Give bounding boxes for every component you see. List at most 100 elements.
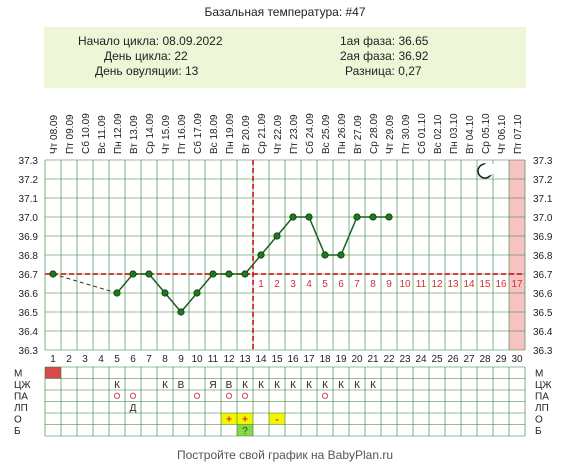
date-label: Чт 22.09 [273, 115, 284, 154]
info-cycle-start: Начало цикла: 08.09.2022 [78, 34, 223, 48]
temperature-segment [276, 216, 294, 237]
intercourse-mark [225, 392, 233, 399]
row-cell-text: Д [130, 403, 137, 414]
row-label-right: М [535, 369, 543, 380]
row-cell-text: К [274, 380, 280, 391]
footer-link[interactable]: Постройте свой график на BabyPlan.ru [177, 448, 393, 462]
temperature-point [273, 232, 281, 240]
row-cell-text: К [162, 380, 168, 391]
y-tick-label-left: 36.5 [19, 308, 39, 319]
day-number: 7 [146, 354, 152, 365]
date-label: Пт 30.09 [401, 114, 412, 154]
temperature-point [209, 270, 217, 278]
luteal-day-label: 7 [354, 279, 360, 290]
date-label: Ср 14.09 [145, 113, 156, 154]
day-number: 26 [447, 354, 459, 365]
row-label-left: Б [14, 426, 21, 437]
temperature-point [305, 213, 313, 221]
temperature-segment [164, 292, 182, 313]
y-tick-label-left: 37.0 [19, 213, 39, 224]
temperature-point [193, 289, 201, 297]
row-cell-text: К [322, 380, 328, 391]
day-number: 18 [319, 354, 331, 365]
temperature-segment [340, 216, 358, 256]
date-label: Пн 19.09 [225, 113, 236, 154]
luteal-day-label: 11 [416, 279, 427, 290]
day-number: 1 [50, 354, 56, 365]
temperature-point [353, 213, 361, 221]
day-number: 10 [191, 354, 203, 365]
y-tick-label-right: 36.6 [533, 289, 553, 300]
test-cell [221, 413, 237, 425]
info-cycle-day: День цикла: 22 [104, 49, 188, 63]
info-left: Начало цикла: 08.09.2022 День цикла: 22 … [78, 34, 223, 78]
temperature-point [385, 213, 393, 221]
temperature-point [257, 251, 265, 259]
date-label: Пн 12.09 [113, 113, 124, 154]
test-cell [269, 413, 285, 425]
row-cell-text: Я [209, 380, 216, 391]
luteal-day-label: 16 [495, 279, 507, 290]
row-label-right: Б [535, 426, 542, 437]
temperature-segment [244, 254, 262, 275]
day-number: 12 [223, 354, 235, 365]
temperature-segment [180, 292, 198, 313]
day-number: 24 [415, 354, 427, 365]
row-cell-text: К [354, 380, 360, 391]
row-cell-text: К [258, 380, 264, 391]
date-label: Чт 29.09 [385, 115, 396, 154]
date-label: Ср 05.10 [481, 113, 492, 154]
y-tick-label-left: 37.2 [19, 175, 39, 186]
day-number: 30 [511, 354, 523, 365]
intercourse-mark [321, 392, 329, 399]
y-tick-label-right: 37.3 [533, 156, 553, 167]
intercourse-mark [241, 392, 249, 399]
row-label-right: ПА [535, 392, 549, 403]
day-number: 6 [130, 354, 136, 365]
luteal-day-label: 10 [399, 279, 411, 290]
date-label: Чт 08.09 [49, 115, 60, 154]
temperature-point [289, 213, 297, 221]
test-mark: + [242, 415, 248, 426]
y-tick-label-right: 36.3 [533, 346, 553, 357]
date-label: Пт 16.09 [177, 114, 188, 154]
date-label: Сб 10.09 [80, 113, 92, 154]
date-label: Вс 25.09 [321, 114, 332, 154]
date-label: Чт 06.10 [497, 115, 508, 154]
y-tick-label-left: 37.1 [19, 194, 39, 205]
temperature-point [337, 251, 345, 259]
date-label: Сб 01.10 [416, 113, 428, 154]
luteal-day-label: 12 [431, 279, 443, 290]
date-label: Сб 24.09 [304, 113, 316, 154]
luteal-day-label: 1 [258, 279, 264, 290]
date-label: Ср 28.09 [369, 113, 380, 154]
day-number: 27 [463, 354, 475, 365]
luteal-day-label: 13 [447, 279, 459, 290]
row-cell-text: К [114, 380, 120, 391]
temperature-gap-segment [52, 273, 118, 294]
y-tick-label-right: 36.8 [533, 251, 553, 262]
temperature-point [177, 308, 185, 316]
info-phase2: 2ая фаза: 36.92 [340, 49, 429, 63]
menstruation-cell [45, 367, 61, 379]
y-tick-label-left: 36.9 [19, 232, 39, 243]
y-tick-label-left: 36.8 [19, 251, 39, 262]
day-number: 19 [335, 354, 347, 365]
y-tick-label-left: 37.3 [19, 156, 39, 167]
day-number: 15 [271, 354, 283, 365]
y-tick-label-left: 36.6 [19, 289, 39, 300]
temperature-point [113, 289, 121, 297]
temperature-point [145, 270, 153, 278]
date-label: Пн 03.10 [449, 113, 460, 154]
temperature-segment [148, 273, 166, 294]
y-tick-label-left: 36.3 [19, 346, 39, 357]
row-label-left: ЦЖ [14, 380, 31, 391]
date-label: Вт 04.10 [465, 115, 476, 154]
day-number: 13 [239, 354, 251, 365]
intercourse-mark [129, 392, 137, 399]
row-cell-text: К [290, 380, 296, 391]
temperature-segment [196, 273, 214, 294]
row-cell-text: В [226, 380, 233, 391]
temperature-point [49, 270, 57, 278]
